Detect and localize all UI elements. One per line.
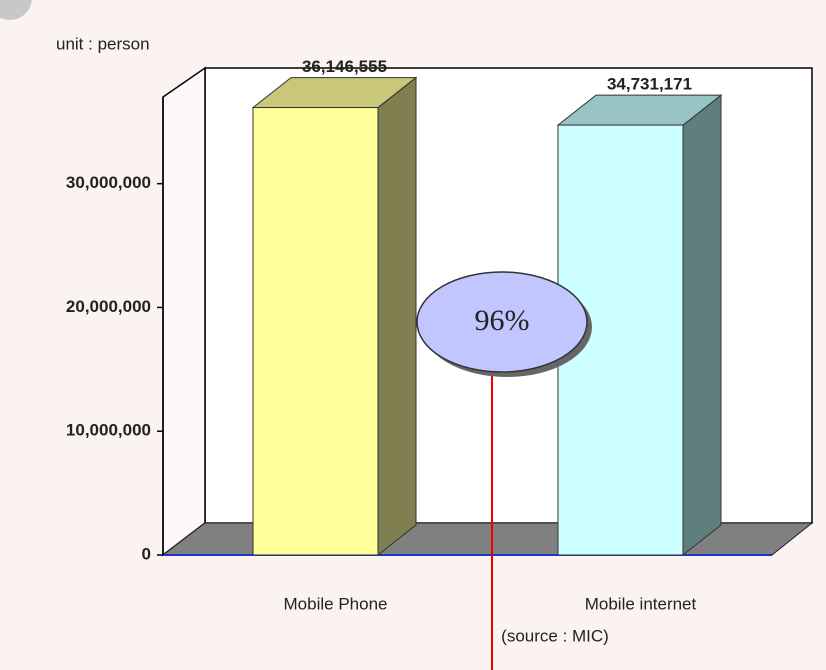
source-label: (source : MIC) [501, 626, 609, 645]
value-label: 36,146,555 [302, 57, 387, 76]
left-wall [162, 66, 206, 557]
ratio-bubble [416, 271, 588, 373]
y-tick-label: 30,000,000 [66, 173, 151, 192]
value-label: 34,731,171 [607, 75, 692, 94]
x-tick-label: Mobile Phone [284, 594, 388, 613]
x-tick-label: Mobile internet [585, 594, 697, 613]
y-tick-label: 20,000,000 [66, 297, 151, 316]
bar-side [682, 94, 722, 557]
bar [252, 107, 379, 556]
y-tick-label: 10,000,000 [66, 421, 151, 440]
logo-fragment [0, 0, 32, 20]
unit-label: unit : person [56, 34, 150, 53]
bar-side [377, 76, 417, 557]
ratio-label: 96% [475, 304, 530, 337]
y-tick-label: 0 [142, 544, 151, 563]
